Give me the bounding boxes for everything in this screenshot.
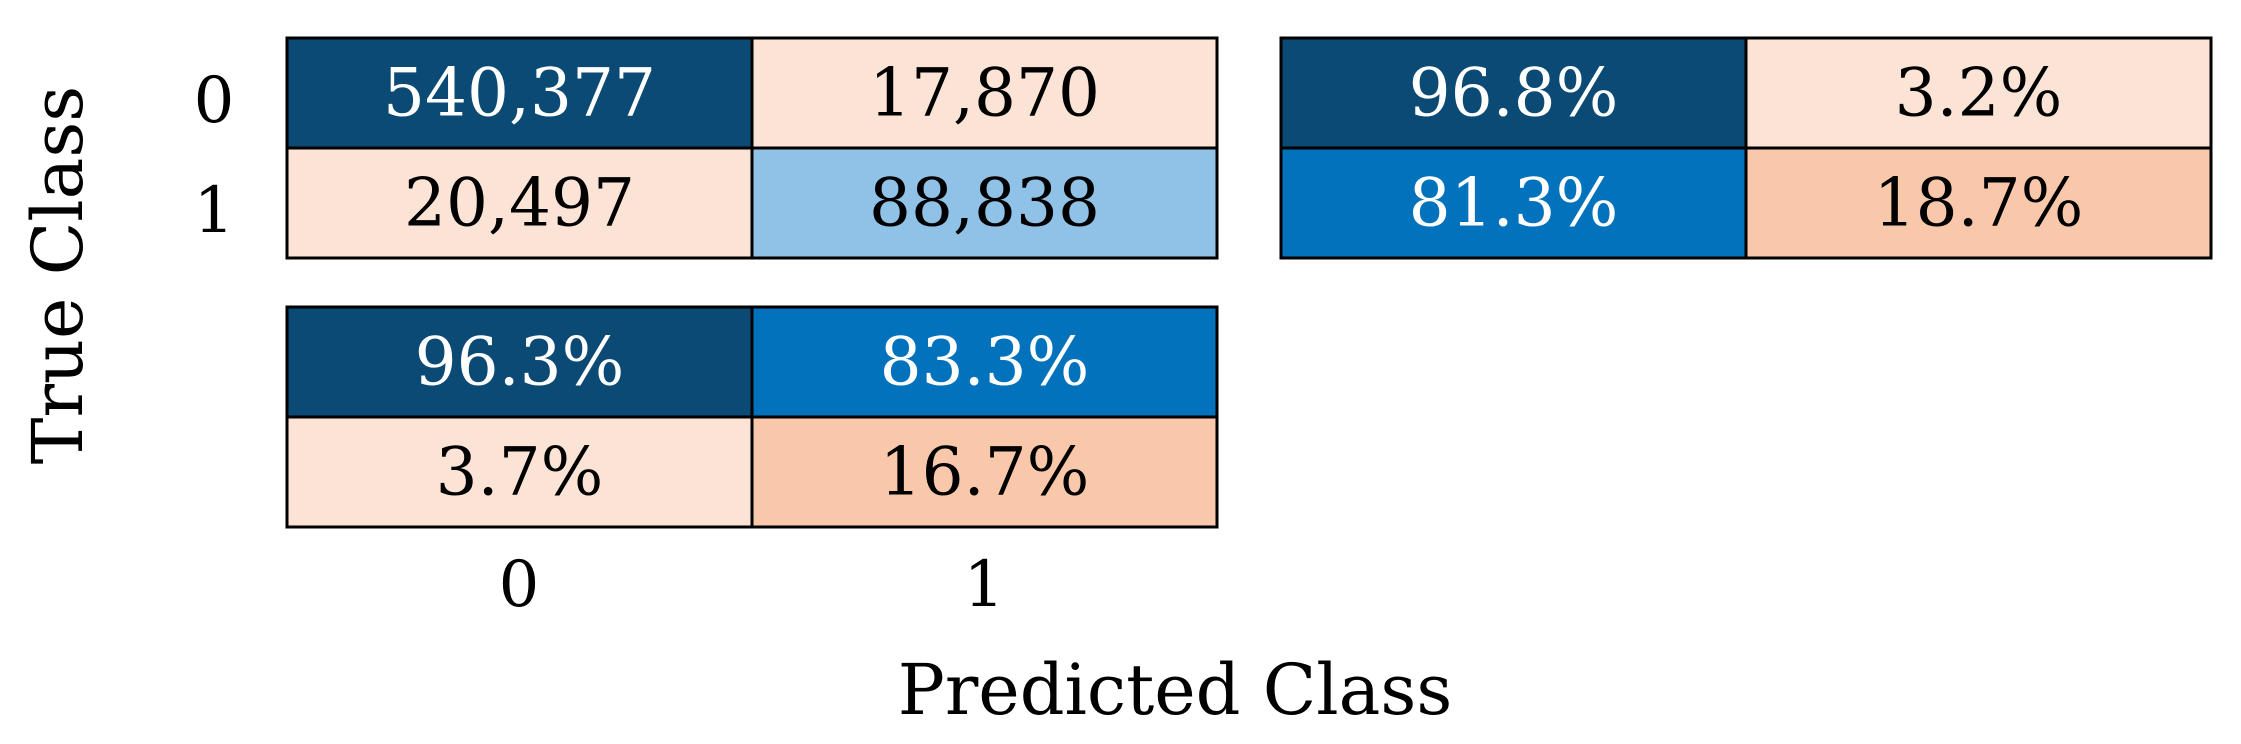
matrix-column-normalized-label-1-0: 3.7% bbox=[436, 434, 604, 511]
matrix-confusion-counts-label-0-0: 540,377 bbox=[383, 55, 656, 132]
matrix-confusion-counts-cell-1-1 bbox=[750, 146, 1219, 260]
matrix-column-normalized-label-1-1: 16.7% bbox=[880, 434, 1090, 511]
matrix-column-normalized-label-0-0: 96.3% bbox=[415, 324, 625, 401]
matrix-column-normalized: 96.3% 83.3% 3.7% 16.7% bbox=[285, 305, 1219, 529]
matrix-column-normalized-cell-1-1 bbox=[750, 415, 1219, 529]
matrix-confusion-counts-label-0-1: 17,870 bbox=[869, 55, 1100, 132]
matrix-row-normalized: 96.8% 3.2% 81.3% 18.7% bbox=[1279, 36, 2213, 260]
matrix-row-normalized-cell-1-0 bbox=[1279, 146, 1748, 260]
x-tick-label-0: 0 bbox=[499, 548, 540, 622]
matrix-column-normalized-label-0-1: 83.3% bbox=[880, 324, 1090, 401]
y-tick-label-1: 1 bbox=[194, 174, 235, 248]
x-tick-label-1: 1 bbox=[964, 548, 1005, 622]
matrix-row-normalized-label-1-1: 18.7% bbox=[1874, 165, 2084, 242]
matrix-row-normalized-cell-0-1 bbox=[1744, 36, 2213, 150]
matrix-column-normalized-cell-0-1 bbox=[750, 305, 1219, 419]
matrix-confusion-counts-label-1-1: 88,838 bbox=[869, 165, 1100, 242]
matrix-confusion-counts-cell-1-0 bbox=[285, 146, 754, 260]
matrix-confusion-counts-label-1-0: 20,497 bbox=[404, 165, 635, 242]
y-axis-label: True Class bbox=[17, 86, 99, 464]
x-axis-label: Predicted Class bbox=[898, 649, 1453, 731]
matrix-confusion-counts-cell-0-1 bbox=[750, 36, 1219, 150]
matrices-layer: 540,377 17,870 20,497 88,838 96.8% 3.2% 81.3% 1… bbox=[285, 36, 2213, 529]
matrix-row-normalized-cell-1-1 bbox=[1744, 146, 2213, 260]
matrix-confusion-counts: 540,377 17,870 20,497 88,838 bbox=[285, 36, 1219, 260]
matrix-confusion-counts-cell-0-0 bbox=[285, 36, 754, 150]
y-tick-label-0: 0 bbox=[194, 64, 235, 138]
matrix-row-normalized-label-0-1: 3.2% bbox=[1895, 55, 2063, 132]
matrix-row-normalized-label-1-0: 81.3% bbox=[1409, 165, 1619, 242]
matrix-row-normalized-label-0-0: 96.8% bbox=[1409, 55, 1619, 132]
